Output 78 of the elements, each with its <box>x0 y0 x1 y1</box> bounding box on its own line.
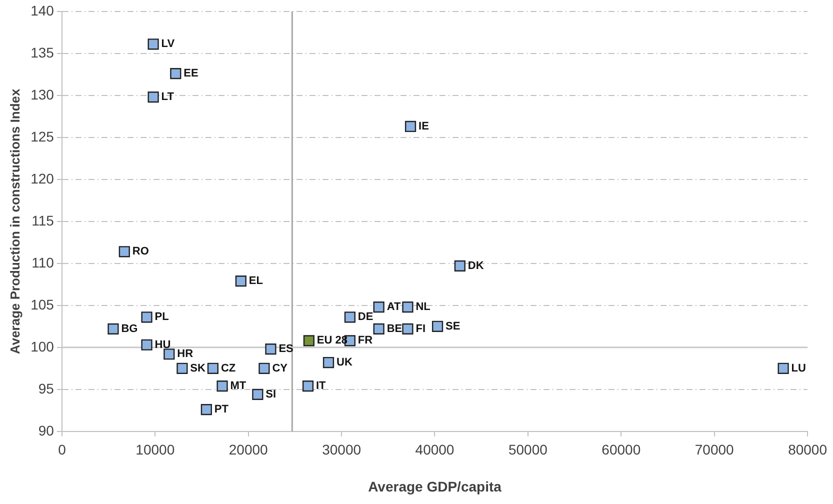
point <box>302 380 314 392</box>
point <box>235 275 246 287</box>
point <box>118 246 130 258</box>
annotation: IT <box>316 380 326 392</box>
y-tick-label: 95 <box>38 380 54 396</box>
y-tick-label: 140 <box>30 2 54 18</box>
y-tick-label: 105 <box>30 296 54 312</box>
annotation: MT <box>230 380 246 392</box>
annotation: SK <box>190 362 206 374</box>
annotation: LU <box>791 362 806 374</box>
x-tick-label: 20000 <box>228 442 268 458</box>
y-tick-label: 115 <box>32 212 54 228</box>
point <box>322 356 334 368</box>
annotation: SI <box>266 388 276 400</box>
annotation: PT <box>214 404 229 416</box>
point <box>373 302 384 313</box>
annotation: DE <box>358 311 374 324</box>
point <box>108 323 119 334</box>
annotation: LV <box>161 38 176 50</box>
y-tick-label: 135 <box>30 44 54 60</box>
annotation: FI <box>416 322 426 335</box>
point <box>216 380 228 392</box>
annotation: EE <box>184 68 198 80</box>
annotation: AT <box>386 301 401 314</box>
x-tick-label: 10000 <box>136 442 175 458</box>
y-tick-label: 120 <box>30 170 54 186</box>
annotation: EL <box>248 275 264 288</box>
annotation: PL <box>154 311 170 324</box>
point <box>402 323 414 334</box>
point <box>170 68 182 80</box>
x-tick-label: 0 <box>58 442 66 458</box>
annotation: RO <box>132 246 150 258</box>
annotation: UK <box>336 356 352 369</box>
point <box>404 120 416 132</box>
point <box>258 362 270 374</box>
point <box>141 312 152 323</box>
annotation: SE <box>446 320 460 332</box>
point <box>373 323 384 334</box>
point <box>207 362 218 374</box>
annotation: BE <box>386 322 402 335</box>
point <box>778 362 789 374</box>
point <box>432 320 444 332</box>
point <box>164 348 175 360</box>
x-tick-label: 70000 <box>694 442 734 458</box>
y-axis-title: Average Production in constructions Index <box>7 88 22 354</box>
annotation: HR <box>177 348 194 360</box>
y-tick-label: 100 <box>30 338 54 354</box>
annotation: CZ <box>220 362 236 374</box>
annotation: NL <box>416 301 431 314</box>
point <box>303 335 314 346</box>
x-axis-title: Average GDP/capita <box>368 478 502 494</box>
y-tick-label: 90 <box>38 422 54 438</box>
y-tick-label: 125 <box>30 128 54 144</box>
point <box>176 362 188 374</box>
point <box>344 312 356 323</box>
annotation: IE <box>418 120 429 133</box>
point <box>454 260 466 272</box>
point <box>402 302 414 313</box>
x-tick-label: 60000 <box>602 442 641 458</box>
annotation: LT <box>161 91 174 104</box>
x-tick-label: 50000 <box>508 442 548 458</box>
annotation: ES <box>278 343 294 356</box>
point <box>265 344 276 355</box>
annotation: HU <box>154 338 171 351</box>
annotation: FR <box>358 334 373 347</box>
annotation: CY <box>272 362 288 374</box>
point <box>148 38 159 50</box>
x-tick-label: 80000 <box>788 442 828 458</box>
point <box>200 404 212 416</box>
point <box>252 388 264 400</box>
x-tick-label: 40000 <box>415 442 454 458</box>
y-tick-label: 130 <box>30 86 54 102</box>
annotation: BG <box>121 322 138 335</box>
point <box>141 339 152 350</box>
y-tick-label: 110 <box>32 254 54 270</box>
point <box>148 92 159 103</box>
annotation: DK <box>468 260 484 272</box>
x-tick-label: 30000 <box>322 442 362 458</box>
